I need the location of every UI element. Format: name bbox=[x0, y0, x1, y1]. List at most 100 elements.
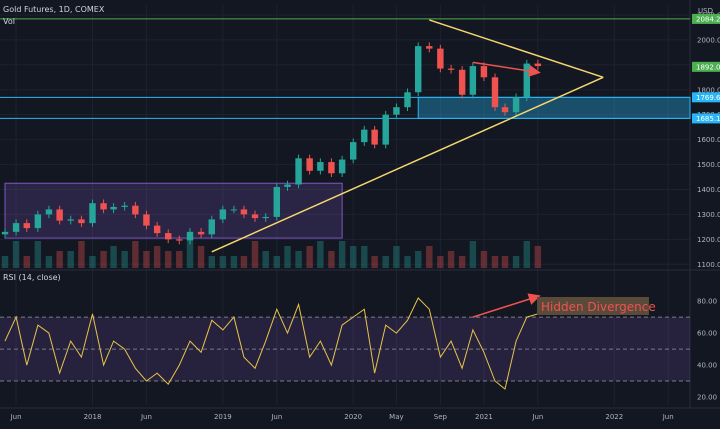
time-tick-label: 2020 bbox=[344, 413, 362, 421]
candle bbox=[273, 186, 280, 217]
time-tick-label: Jun bbox=[531, 413, 543, 421]
volume-bar bbox=[469, 241, 477, 268]
time-tick-label: Jun bbox=[270, 413, 282, 421]
rsi-tick-label: 20.00 bbox=[697, 394, 717, 402]
volume-bar bbox=[230, 256, 238, 268]
volume-bar bbox=[458, 256, 466, 268]
volume-bar bbox=[78, 241, 85, 268]
candle bbox=[404, 92, 411, 108]
support-trendline bbox=[211, 76, 604, 253]
volume-bar bbox=[426, 246, 433, 268]
candle bbox=[306, 158, 313, 171]
price-tag bbox=[692, 61, 720, 72]
volume-bar bbox=[447, 251, 455, 268]
volume-bar bbox=[23, 256, 30, 268]
candle bbox=[361, 129, 368, 143]
candle bbox=[284, 184, 291, 187]
candle bbox=[89, 203, 96, 224]
volume-bar bbox=[523, 241, 530, 268]
candle bbox=[426, 46, 433, 49]
candle bbox=[523, 63, 530, 98]
volume-bar bbox=[317, 241, 324, 268]
time-tick-label: Sep bbox=[434, 413, 448, 421]
candle bbox=[165, 233, 172, 240]
price-tag-label: 2084.2 bbox=[696, 15, 720, 23]
volume-bar bbox=[197, 246, 205, 268]
volume-bar bbox=[295, 251, 302, 268]
rsi-line bbox=[4, 297, 539, 390]
volume-bar bbox=[273, 256, 280, 268]
candle bbox=[371, 129, 378, 145]
range-box bbox=[4, 182, 343, 239]
candle bbox=[67, 219, 74, 221]
candle bbox=[1, 231, 9, 235]
candle bbox=[197, 231, 205, 235]
candle bbox=[317, 162, 324, 171]
time-tick-label: 2018 bbox=[84, 413, 102, 421]
volume-bar bbox=[501, 256, 509, 268]
volume-bar bbox=[371, 256, 378, 268]
volume-bar bbox=[415, 251, 422, 268]
price-tag bbox=[692, 13, 720, 24]
rsi-title: RSI (14, close) bbox=[3, 273, 61, 282]
volume-bar bbox=[153, 246, 161, 268]
annotation-box bbox=[537, 297, 649, 315]
volume-bar bbox=[404, 256, 411, 268]
time-tick-label: 2019 bbox=[214, 413, 232, 421]
volume-bar bbox=[67, 251, 74, 268]
volume-bar bbox=[251, 241, 259, 268]
volume-bar bbox=[110, 246, 117, 268]
candle bbox=[328, 162, 335, 174]
candle bbox=[56, 209, 63, 221]
candle bbox=[350, 142, 357, 160]
candle bbox=[534, 63, 542, 67]
chart-title: Gold Futures, 1D, COMEX bbox=[3, 5, 105, 14]
volume-bar bbox=[1, 256, 9, 268]
candle bbox=[78, 219, 85, 224]
price-tag-label: 1685.1 bbox=[696, 115, 720, 123]
candle bbox=[186, 231, 194, 241]
candle bbox=[219, 209, 227, 220]
candle bbox=[176, 239, 183, 241]
candle bbox=[132, 205, 139, 215]
volume-bar bbox=[491, 256, 499, 268]
candle bbox=[262, 216, 269, 219]
candle bbox=[230, 209, 238, 211]
candle bbox=[12, 223, 20, 232]
volume-bar bbox=[186, 241, 194, 268]
price-tick-label: 2000.0 bbox=[697, 36, 720, 44]
volume-bar bbox=[143, 251, 150, 268]
volume-bar bbox=[176, 251, 183, 268]
volume-bar bbox=[306, 246, 313, 268]
candle bbox=[415, 46, 422, 93]
candle bbox=[382, 114, 389, 145]
volume-bar bbox=[34, 241, 42, 268]
candle bbox=[240, 209, 248, 215]
volume-bar bbox=[12, 241, 20, 268]
candle bbox=[100, 203, 107, 210]
volume-bar bbox=[100, 251, 107, 268]
volume-bar bbox=[132, 241, 139, 268]
candle bbox=[491, 77, 499, 108]
volume-bar bbox=[350, 246, 357, 268]
rsi-tick-label: 80.00 bbox=[697, 298, 717, 306]
candle bbox=[251, 214, 259, 219]
price-tick-label: 1800.0 bbox=[697, 86, 720, 94]
volume-bar bbox=[534, 246, 542, 268]
price-tick-label: 1200.0 bbox=[697, 236, 720, 244]
time-tick-label: Jun bbox=[140, 413, 152, 421]
price-divergence-arrow bbox=[472, 61, 541, 77]
volume-bar bbox=[45, 256, 53, 268]
price-tick-label: 1400.0 bbox=[697, 186, 720, 194]
candle bbox=[447, 68, 455, 70]
candle bbox=[512, 97, 520, 113]
volume-bar bbox=[56, 251, 63, 268]
candle bbox=[295, 158, 302, 185]
candle bbox=[208, 219, 215, 235]
volume-bar bbox=[89, 256, 96, 268]
volume-bar bbox=[262, 251, 269, 268]
volume-bar bbox=[240, 256, 248, 268]
volume-bar bbox=[284, 246, 291, 268]
